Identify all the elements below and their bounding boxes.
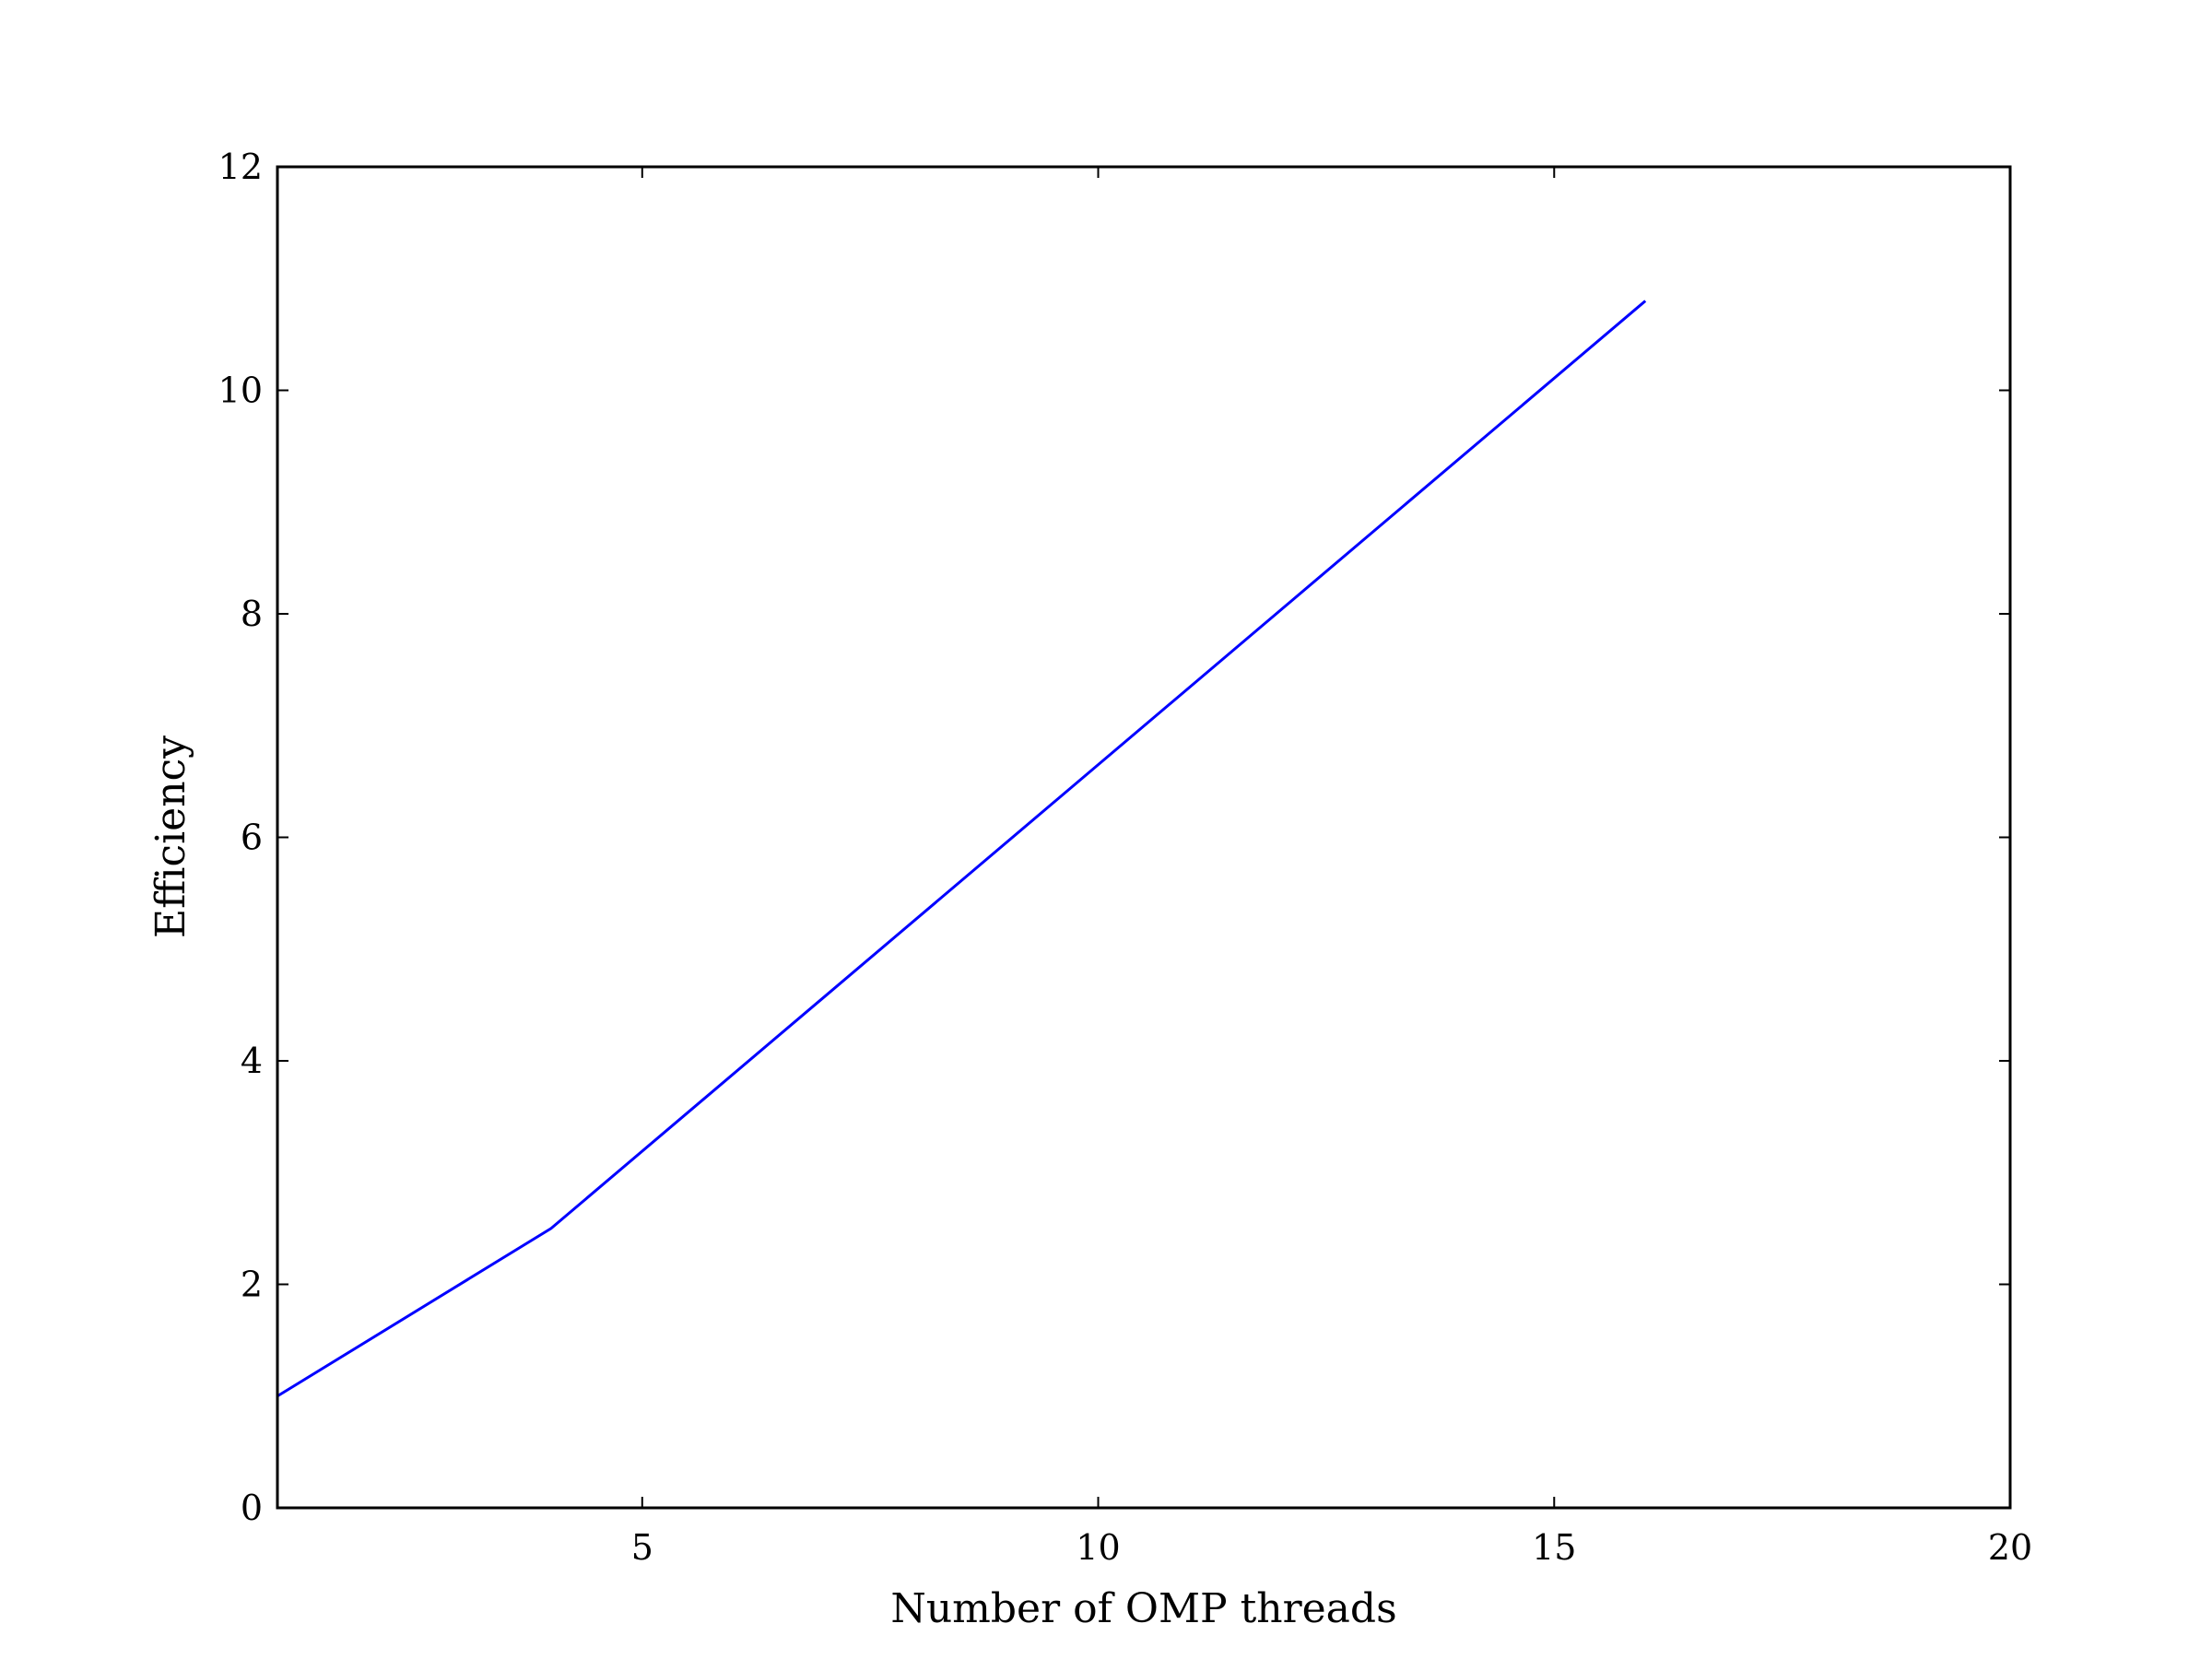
plot-frame (276, 165, 2012, 1510)
y-tick-label: 8 (241, 594, 263, 634)
y-tick-label: 2 (241, 1265, 263, 1305)
plot-background (277, 167, 2010, 1508)
x-tick-label: 5 (631, 1527, 653, 1568)
x-axis-label: Number of OMP threads (890, 1585, 1396, 1632)
y-tick-label: 12 (218, 147, 263, 187)
x-tick-label: 10 (1076, 1527, 1120, 1568)
tick-labels-layer: 5 10 15 20 0 2 4 6 8 10 12 (218, 147, 2033, 1568)
y-tick-label: 4 (241, 1041, 263, 1081)
x-tick-label: 20 (1988, 1527, 2032, 1568)
y-tick-label: 0 (241, 1488, 263, 1528)
series-line (276, 300, 1647, 1398)
y-tick-label: 10 (218, 371, 263, 411)
series-layer (276, 300, 1647, 1398)
x-tick-label: 15 (1532, 1527, 1576, 1568)
y-tick-label: 6 (241, 818, 263, 858)
y-axis-label: Efficiency (147, 735, 194, 938)
